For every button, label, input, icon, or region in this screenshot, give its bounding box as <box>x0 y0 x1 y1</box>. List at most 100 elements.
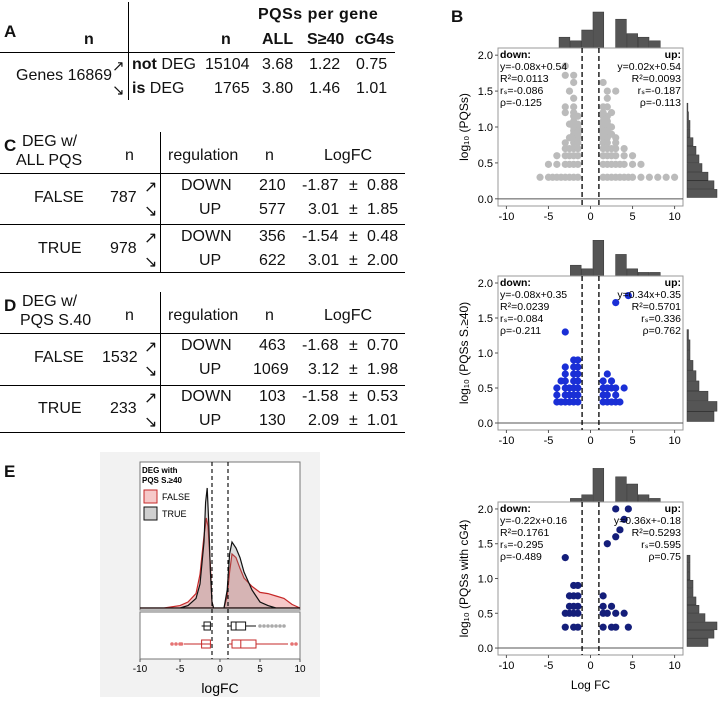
data-point <box>612 623 620 631</box>
data-point <box>637 173 645 181</box>
table-c-col-n2: n <box>265 147 274 164</box>
stats-up-line: up: <box>665 277 681 289</box>
table-d-title-line1: DEG w/ <box>22 293 78 310</box>
stats-down-line: rₛ=-0.295 <box>500 539 543 551</box>
data-point <box>574 370 582 378</box>
side-histogram-bar <box>686 370 697 381</box>
table-c-reg: UP <box>199 201 222 218</box>
x-tick-label: 0 <box>217 664 223 675</box>
top-histogram-bar <box>592 240 605 277</box>
y-axis-label: log₁₀ (PQSs S.≥40) <box>457 302 471 404</box>
table-a-col-n: n <box>221 31 231 48</box>
boxplot-outlier <box>174 642 178 646</box>
data-point <box>603 391 611 399</box>
stats-up-line: y=0.02x+0.54 <box>617 61 681 73</box>
table-d-title-line2: PQS S.40 <box>20 312 92 329</box>
data-point <box>620 384 628 392</box>
table-d-group-n: 233 <box>110 400 137 417</box>
table-a-col-s40: S≥40 <box>307 31 345 48</box>
stats-up-line: rₛ=0.595 <box>641 539 681 551</box>
stats-up-line: y=0.36x+-0.18 <box>614 515 681 527</box>
top-histogram-bar <box>626 268 638 277</box>
stats-down-line: R²=0.0113 <box>500 73 549 85</box>
table-c-mean: 3.01 <box>308 252 340 269</box>
side-histogram-bar <box>686 563 691 572</box>
top-histogram-bar <box>570 264 582 277</box>
table-c-col-logfc: LogFC <box>324 147 373 164</box>
table-d-col-n1: n <box>125 307 134 324</box>
table-a-col-cg4: cG4s <box>355 31 395 48</box>
panel-label-b: B <box>451 7 464 26</box>
data-point <box>561 363 569 371</box>
arrow-up-icon: ↗ <box>144 179 158 196</box>
y-tick-label: 0.5 <box>478 158 493 170</box>
data-point <box>561 328 569 336</box>
y-tick-label: 1.5 <box>478 313 493 325</box>
table-c-n: 622 <box>259 252 286 269</box>
top-histogram-bar <box>615 476 627 503</box>
data-point <box>561 370 569 378</box>
table-c-group-n: 978 <box>110 240 137 257</box>
boxplot-outlier <box>294 642 298 646</box>
table-d-group-rule <box>0 385 405 386</box>
side-histogram-bar <box>686 163 703 172</box>
side-histogram-bar <box>686 146 697 155</box>
top-histogram-bar <box>649 40 661 49</box>
table-a-row-n: 1765 <box>214 80 250 97</box>
table-a-row-is-deg: is DEG <box>132 80 184 98</box>
side-histogram-bar <box>686 380 700 391</box>
top-histogram-bar <box>558 36 571 49</box>
data-point <box>628 173 637 181</box>
top-histogram-bar <box>581 494 593 503</box>
table-c-pm: ± <box>349 201 358 218</box>
boxplot-outlier <box>270 624 274 628</box>
x-tick-label: -10 <box>498 435 514 447</box>
x-tick-label: 5 <box>257 664 263 675</box>
data-point <box>620 152 628 160</box>
data-point <box>612 609 620 617</box>
table-c-mean: -1.54 <box>302 228 339 245</box>
data-point <box>603 609 611 617</box>
x-tick-label: 5 <box>629 435 635 447</box>
panel-label-e: E <box>4 462 16 481</box>
data-point <box>624 505 632 513</box>
table-d-pm: ± <box>349 337 358 354</box>
scatter-plot-b3: down:y=-0.22x+0.16R²=0.1761rₛ=-0.295ρ=-0… <box>457 468 718 692</box>
data-point <box>645 173 653 181</box>
data-point <box>620 144 628 153</box>
data-point <box>599 602 607 610</box>
table-c-pm: ± <box>349 228 358 245</box>
side-histogram-bar <box>686 411 715 422</box>
top-histogram-bar <box>615 18 627 49</box>
data-point <box>603 94 611 102</box>
side-histogram-bar <box>686 638 709 647</box>
data-point <box>553 152 561 160</box>
side-histogram-bar <box>686 390 709 402</box>
data-point <box>561 103 569 111</box>
table-d-group-label: TRUE <box>38 400 82 417</box>
y-tick-label: 1.0 <box>478 348 493 360</box>
x-tick-label: -5 <box>544 435 554 447</box>
stats-down-line: ρ=-0.211 <box>500 325 541 337</box>
boxplot-frame <box>139 611 301 660</box>
table-a-row-all: 3.68 <box>262 56 294 73</box>
data-point <box>574 363 582 371</box>
data-point <box>599 109 607 117</box>
stats-down-line: down: <box>500 49 531 61</box>
table-d-reg: UP <box>199 361 222 378</box>
table-a-row-n: 15104 <box>205 56 250 73</box>
table-d-bottom-rule <box>0 432 405 433</box>
table-d-sd: 0.53 <box>367 388 399 405</box>
table-d-sd: 0.70 <box>367 337 399 354</box>
table-c-title-line2: ALL PQS <box>16 152 83 169</box>
side-histogram-bar <box>686 102 689 112</box>
table-c-pm: ± <box>349 252 358 269</box>
boxplot-outlier <box>274 624 278 628</box>
data-point <box>561 109 569 117</box>
table-a-row-cg4: 0.75 <box>356 56 388 73</box>
table-c-col-n1: n <box>125 147 134 164</box>
boxplot-box <box>231 639 257 649</box>
table-a-group-header: PQSs per gene <box>258 6 379 23</box>
table-c-group-label: FALSE <box>34 189 84 206</box>
density-curve-true <box>140 487 300 609</box>
